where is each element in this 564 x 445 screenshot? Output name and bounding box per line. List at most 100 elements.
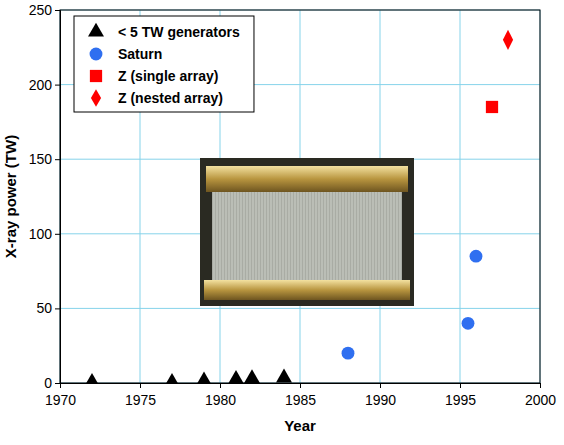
legend-symbol: [88, 23, 104, 37]
marker: [276, 369, 292, 383]
marker: [462, 317, 475, 330]
inset-wire: [244, 190, 245, 282]
grid-line: [460, 10, 461, 383]
tick-label: 0: [44, 375, 52, 391]
tick-label: 150: [29, 151, 53, 167]
inset-wire: [322, 190, 323, 282]
inset-wire: [391, 190, 392, 282]
inset-wire: [235, 190, 236, 282]
inset-wire: [352, 190, 353, 282]
inset-wire: [316, 190, 317, 282]
tick-label: 1990: [365, 392, 396, 408]
tick: 2000: [525, 383, 556, 408]
tick-label: 1995: [445, 392, 476, 408]
tick: 1975: [125, 383, 156, 408]
legend-box: [74, 16, 254, 112]
inset-wire: [349, 190, 350, 282]
inset-wire: [379, 190, 380, 282]
inset-wire: [286, 190, 287, 282]
inset-wire: [268, 190, 269, 282]
inset-wire: [376, 190, 377, 282]
series: [342, 250, 483, 360]
inset-wire: [283, 190, 284, 282]
marker: [503, 30, 513, 50]
inset-wire: [394, 190, 395, 282]
legend-label: < 5 TW generators: [118, 24, 240, 40]
tick-mark: [55, 85, 60, 86]
marker: [486, 101, 498, 113]
tick: 250: [29, 2, 60, 18]
tick-mark: [55, 308, 60, 309]
tick-label: 1980: [205, 392, 236, 408]
marker: [84, 373, 100, 383]
inset-wire: [385, 190, 386, 282]
inset-wires: [212, 190, 402, 282]
tick: 1980: [205, 383, 236, 408]
inset-wire: [325, 190, 326, 282]
inset-wire: [298, 190, 299, 282]
inset-wire: [328, 190, 329, 282]
tick: 200: [29, 77, 60, 93]
tick-mark: [55, 234, 60, 235]
inset-wire: [364, 190, 365, 282]
inset-wire: [238, 190, 239, 282]
axis-line: [61, 384, 541, 389]
inset-wire: [373, 190, 374, 282]
inset-wire: [274, 190, 275, 282]
tick-label: 1985: [285, 392, 316, 408]
tick-mark: [55, 10, 60, 11]
inset-wire: [382, 190, 383, 282]
inset-wire: [310, 190, 311, 282]
inset-wire: [337, 190, 338, 282]
tick-label: 2000: [525, 392, 556, 408]
plot: 1970 1975 1980 1985 1990 1995 2000 0 50 100 150 200…: [29, 2, 557, 408]
y-axis: 0 50 100 150 200 250: [29, 2, 61, 391]
inset-wire: [388, 190, 389, 282]
inset-wire: [265, 190, 266, 282]
inset-band: [204, 280, 410, 300]
tick-mark: [460, 383, 461, 388]
inset-wire: [343, 190, 344, 282]
marker: [196, 372, 212, 383]
inset-wire: [223, 190, 224, 282]
tick-label: 1975: [125, 392, 156, 408]
inset-wire: [226, 190, 227, 282]
tick-label: 50: [36, 300, 52, 316]
legend-symbol: [90, 48, 103, 61]
inset-wire: [229, 190, 230, 282]
inset-band: [206, 166, 408, 192]
y-axis-title: X-ray power (TW): [2, 135, 19, 258]
tick: 100: [29, 226, 60, 242]
legend-symbol: [91, 89, 101, 107]
inset-wire: [241, 190, 242, 282]
inset-wire: [217, 190, 218, 282]
tick-label: 250: [29, 2, 53, 18]
inset-wire: [319, 190, 320, 282]
tick: 150: [29, 151, 60, 167]
tick: 1990: [365, 383, 396, 408]
inset-wire: [346, 190, 347, 282]
marker: [244, 369, 260, 383]
chart: 1970 1975 1980 1985 1990 1995 2000 0 50 100 150 200…: [0, 0, 564, 445]
legend-symbol: [90, 70, 102, 82]
legend-label: Z (single array): [118, 68, 218, 84]
inset-wire: [214, 190, 215, 282]
tick-label: 100: [29, 226, 53, 242]
tick-mark: [140, 383, 141, 388]
inset-wire: [262, 190, 263, 282]
x-axis: 1970 1975 1980 1985 1990 1995 2000: [45, 383, 556, 408]
tick-mark: [300, 383, 301, 388]
inset-wire: [280, 190, 281, 282]
inset-wire: [295, 190, 296, 282]
legend-label: Saturn: [118, 46, 162, 62]
tick-mark: [55, 383, 60, 384]
tick-label: 1970: [45, 392, 76, 408]
inset-background: [200, 158, 414, 306]
inset-photo: [200, 158, 414, 306]
inset-wire: [232, 190, 233, 282]
inset-wire: [292, 190, 293, 282]
inset-wire: [247, 190, 248, 282]
plot-frame: [60, 10, 540, 383]
inset-wire: [307, 190, 308, 282]
legend-label: Z (nested array): [118, 90, 223, 106]
